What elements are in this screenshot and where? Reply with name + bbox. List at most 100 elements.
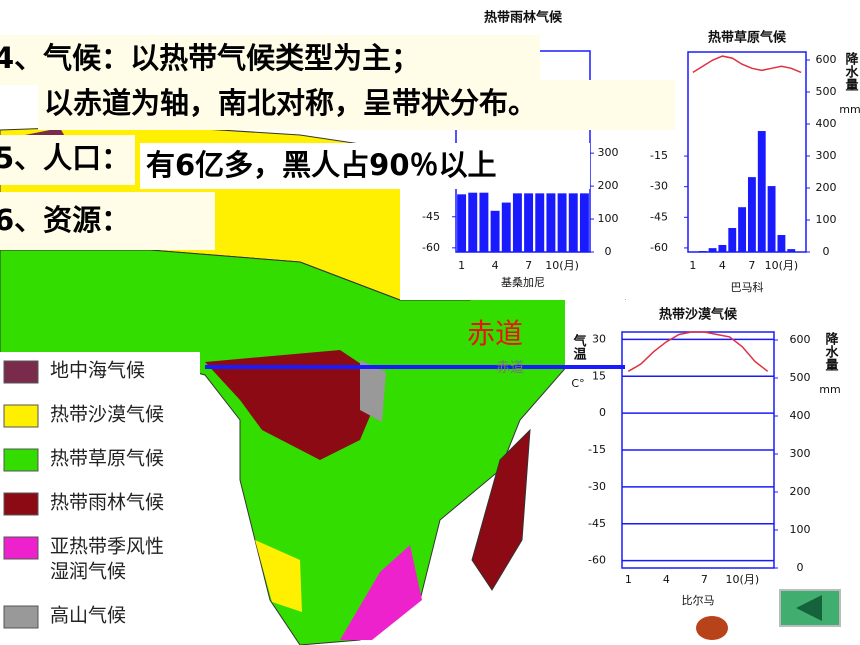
precip-bar [546, 193, 556, 252]
precip-bar [718, 244, 727, 252]
climate-point: 4、气候：以热带气候类型为主； [0, 41, 420, 75]
y2-tick-label: 300 [790, 447, 811, 460]
precip-bar [777, 235, 786, 252]
text-box [0, 192, 215, 250]
y2-tick-label: 0 [797, 561, 804, 574]
y-tick-label: -45 [422, 210, 440, 223]
precip-bar [568, 193, 578, 252]
x-tick-label: 4 [663, 573, 670, 586]
climate-chart: 热带沙漠气候30150-15-30-45-6060050040030020010… [571, 307, 841, 608]
climate-detail: 以赤道为轴，南北对称，呈带状分布。 [44, 86, 537, 120]
text-box [0, 35, 540, 85]
x-tick-label: 7 [701, 573, 708, 586]
population-label: 5、人口： [0, 141, 130, 175]
x-tick-label: 10(月) [545, 259, 579, 272]
y2-tick-label: 200 [598, 179, 619, 192]
decor-icon [696, 616, 728, 640]
precip-bar [757, 131, 766, 252]
precip-bar [708, 248, 717, 252]
station-label: 比尔马 [682, 594, 715, 607]
chart-title: 热带草原气候 [708, 30, 787, 46]
y-tick-label: 0 [599, 406, 606, 419]
legend-swatch [3, 492, 39, 516]
y-tick-label: 30 [592, 332, 606, 345]
precip-bar [468, 192, 478, 252]
equator-map-label: 赤道 [496, 360, 524, 376]
precip-bar [579, 193, 589, 252]
y-tick-label: -60 [650, 241, 668, 254]
y2-tick-label: 600 [816, 53, 837, 66]
x-tick-label: 1 [458, 259, 465, 272]
y2-tick-label: 100 [598, 212, 619, 225]
legend-swatch [3, 360, 39, 384]
legend-label: 热带雨林气候 [50, 491, 164, 513]
precip-bar [479, 192, 489, 252]
legend-label: 湿润气候 [50, 560, 126, 582]
precip-bar [747, 177, 756, 252]
x-tick-label: 4 [719, 259, 726, 272]
y-tick-label: -30 [588, 480, 606, 493]
y-tick-label: -45 [588, 517, 606, 530]
precip-bar [512, 193, 522, 252]
plot-frame [687, 51, 807, 253]
y2-tick-label: 300 [816, 149, 837, 162]
y2-tick-label: 0 [605, 245, 612, 258]
x-tick-label: 4 [492, 259, 499, 272]
text-box [38, 80, 675, 130]
y-axis-unit: C° [571, 377, 584, 390]
precip-bar [738, 207, 747, 252]
y-tick-label: 15 [592, 369, 606, 382]
x-tick-label: 10(月) [726, 573, 760, 586]
precip-bar [535, 193, 545, 252]
y2-axis-unit: mm [839, 103, 860, 116]
y2-tick-label: 100 [790, 523, 811, 536]
south-desert-region [255, 540, 302, 612]
y-axis-label: 气温 [571, 333, 587, 361]
x-tick-label: 10(月) [765, 259, 799, 272]
prev-button[interactable] [779, 589, 841, 627]
prev-arrow[interactable] [796, 595, 822, 621]
y2-tick-label: 200 [790, 485, 811, 498]
precip-bar [767, 186, 776, 252]
y-tick-label: -60 [588, 554, 606, 567]
precip-bar [501, 202, 511, 252]
y2-axis-label: 降水量 [843, 51, 859, 92]
y-tick-label: -45 [650, 210, 668, 223]
legend-label: 地中海气候 [50, 359, 145, 381]
x-tick-label: 1 [625, 573, 632, 586]
temp-line [692, 55, 802, 74]
y-tick-label: -15 [650, 149, 668, 162]
monsoon-region [340, 545, 422, 640]
text-boxes: 4、气候：以热带气候类型为主； 以赤道为轴，南北对称，呈带状分布。 5、人口： … [0, 35, 675, 250]
precip-bar [787, 249, 796, 252]
y2-tick-label: 0 [823, 245, 830, 258]
madagascar [471, 428, 531, 591]
equator-label: 赤道 [467, 317, 523, 350]
y2-tick-label: 100 [816, 213, 837, 226]
precip-bar [557, 193, 567, 252]
text-box [0, 135, 135, 185]
legend-label: 亚热带季风性 [50, 535, 164, 557]
precip-bar [698, 251, 707, 252]
chart-title: 热带雨林气候 [484, 10, 563, 26]
legend-label: 热带草原气候 [50, 447, 164, 469]
resources-point: 6、资源： [0, 203, 130, 237]
y2-tick-label: 300 [598, 146, 619, 159]
climate-chart: 热带草原气候 -15 -30 -45 -60 600 500 400 300 200 100 0 1 4 7… [650, 30, 860, 295]
population-point: 有6亿多，黑人占90％以上 [146, 148, 497, 182]
y2-tick-label: 400 [790, 409, 811, 422]
chart-title: 热带沙漠气候 [659, 307, 738, 323]
y2-tick-label: 600 [790, 333, 811, 346]
precip-bar [457, 194, 467, 252]
y2-tick-label: 400 [816, 117, 837, 130]
precip-bar [524, 193, 534, 252]
x-tick-label: 7 [748, 259, 755, 272]
y2-axis-label: 降水量 [823, 331, 839, 372]
station-label: 基桑加尼 [501, 276, 545, 289]
temp-line [627, 331, 769, 372]
y-tick-label: -60 [422, 241, 440, 254]
x-tick-label: 1 [689, 259, 696, 272]
y2-axis-unit: mm [819, 383, 840, 396]
